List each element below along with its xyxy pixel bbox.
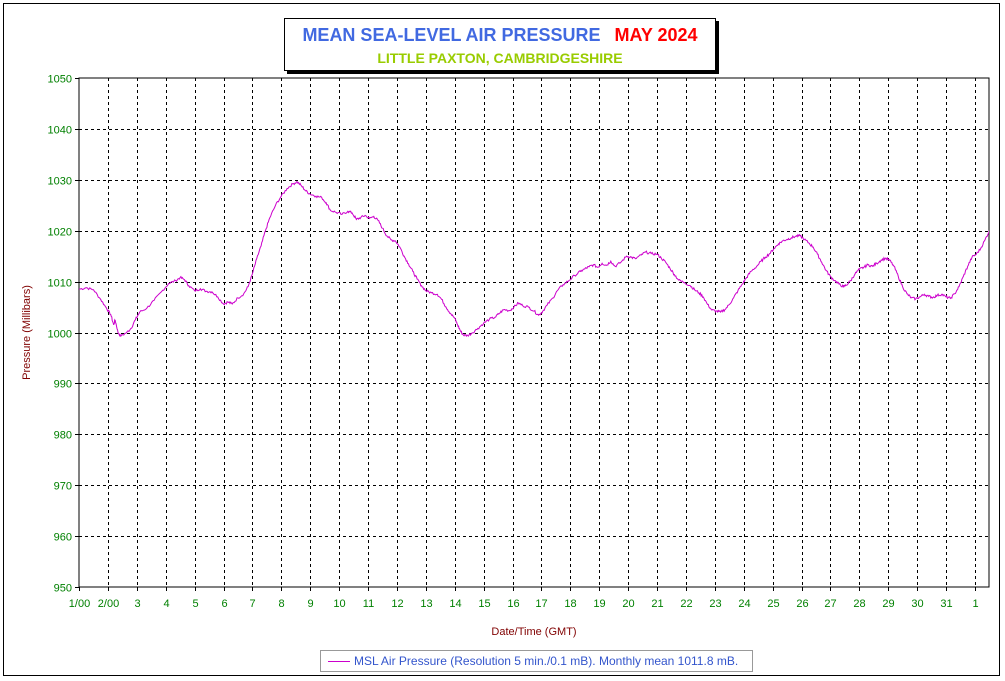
y-tick-label: 990 [54,379,72,391]
x-tick-label: 3 [134,598,140,610]
x-tick-label: 25 [767,598,779,610]
x-tick-label: 24 [738,598,750,610]
y-tick-label: 1030 [48,176,72,188]
series-layer [79,181,989,338]
chart-title-line: MEAN SEA-LEVEL AIR PRESSURE MAY 2024 [285,25,715,46]
x-tick-label: 12 [391,598,403,610]
x-tick-label: 7 [249,598,255,610]
y-tick-label: 1040 [48,125,72,137]
x-tick-label: 18 [564,598,576,610]
chart-frame [3,3,1000,676]
x-tick-label: 29 [882,598,894,610]
x-tick-label: 1 [972,598,978,610]
x-tick-label: 6 [221,598,227,610]
x-tick-label: 26 [796,598,808,610]
chart-title-box: MEAN SEA-LEVEL AIR PRESSURE MAY 2024 LITT… [284,18,716,71]
x-tick-label: 22 [680,598,692,610]
x-tick-label: 20 [622,598,634,610]
x-tick-label: 31 [940,598,952,610]
y-tick-label: 970 [54,481,72,493]
y-tick-label: 1050 [48,74,72,86]
x-tick-label: 13 [420,598,432,610]
y-tick-label: 960 [54,532,72,544]
legend-swatch [328,661,350,662]
x-tick-label: 15 [478,598,490,610]
grid-layer [78,77,990,588]
x-tick-label: 1/00 [69,598,90,610]
x-tick-label: 17 [535,598,547,610]
y-tick-label: 1020 [48,227,72,239]
y-tick-label: 1010 [48,278,72,290]
x-tick-label: 11 [363,598,374,610]
x-tick-label: 5 [192,598,198,610]
y-tick-label: 980 [54,430,72,442]
x-axis-label: Date/Time (GMT) [491,626,576,638]
axis-layer: 9509609709809901000101010201030104010501… [48,74,979,611]
chart-subtitle: LITTLE PAXTON, CAMBRIDGESHIRE [377,50,623,66]
x-tick-label: 21 [651,598,663,610]
x-tick-label: 30 [911,598,923,610]
series-line-msl-pressure [79,181,989,338]
plot-border [78,77,990,588]
x-tick-label: 14 [449,598,461,610]
chart-title-date: MAY 2024 [614,25,698,45]
x-tick-label: 19 [593,598,605,610]
y-axis-label: Pressure (Millibars) [21,285,33,380]
y-tick-label: 950 [54,583,72,595]
legend-label: MSL Air Pressure (Resolution 5 min./0.1 … [354,654,739,668]
legend: MSL Air Pressure (Resolution 5 min./0.1 … [320,650,753,672]
x-tick-label: 28 [853,598,865,610]
x-tick-label: 16 [507,598,519,610]
x-tick-label: 8 [278,598,284,610]
x-tick-label: 4 [163,598,169,610]
x-tick-label: 23 [709,598,721,610]
chart-title: MEAN SEA-LEVEL AIR PRESSURE [302,25,601,45]
x-tick-label: 10 [333,598,345,610]
x-tick-label: 9 [307,598,313,610]
x-tick-label: 27 [824,598,836,610]
y-tick-label: 1000 [48,329,72,341]
x-tick-label: 2/00 [98,598,119,610]
